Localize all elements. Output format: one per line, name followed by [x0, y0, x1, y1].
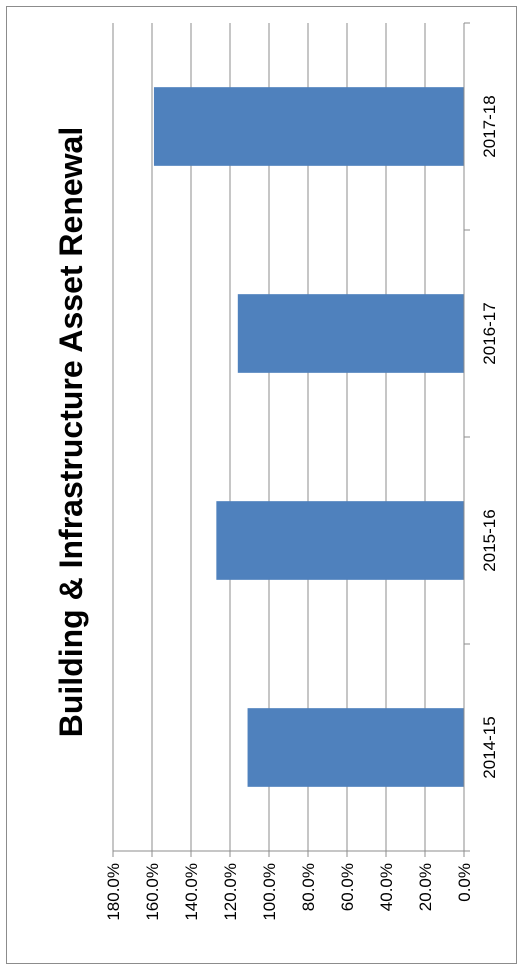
value-tick-label: 20.0% [416, 863, 435, 911]
value-tick-label: 60.0% [338, 863, 357, 911]
value-tick-label: 80.0% [299, 863, 318, 911]
category-label: 2017-18 [480, 95, 499, 157]
value-tick-label: 140.0% [182, 863, 201, 921]
value-tick-label: 120.0% [221, 863, 240, 921]
tick-labels: 0.0% 20.0% 40.0% 60.0% 80.0% 100.0% 120.0% 140.… [104, 95, 499, 920]
value-tick-label: 100.0% [260, 863, 279, 921]
bar-2015-16 [216, 501, 464, 580]
bar-2014-15 [247, 708, 464, 787]
value-tick-label: 0.0% [455, 863, 474, 902]
bar-2016-17 [237, 294, 464, 373]
value-tick-label: 180.0% [104, 863, 123, 921]
bars [153, 87, 464, 787]
category-label: 2016-17 [480, 302, 499, 364]
value-tick-label: 160.0% [143, 863, 162, 921]
category-label: 2015-16 [480, 509, 499, 571]
category-label: 2014-15 [480, 716, 499, 778]
chart-title: Building & Infrastructure Asset Renewal [53, 127, 89, 737]
value-tick-label: 40.0% [377, 863, 396, 911]
bar-2017-18 [153, 87, 464, 166]
axes [112, 22, 470, 857]
chart-border [6, 6, 517, 964]
